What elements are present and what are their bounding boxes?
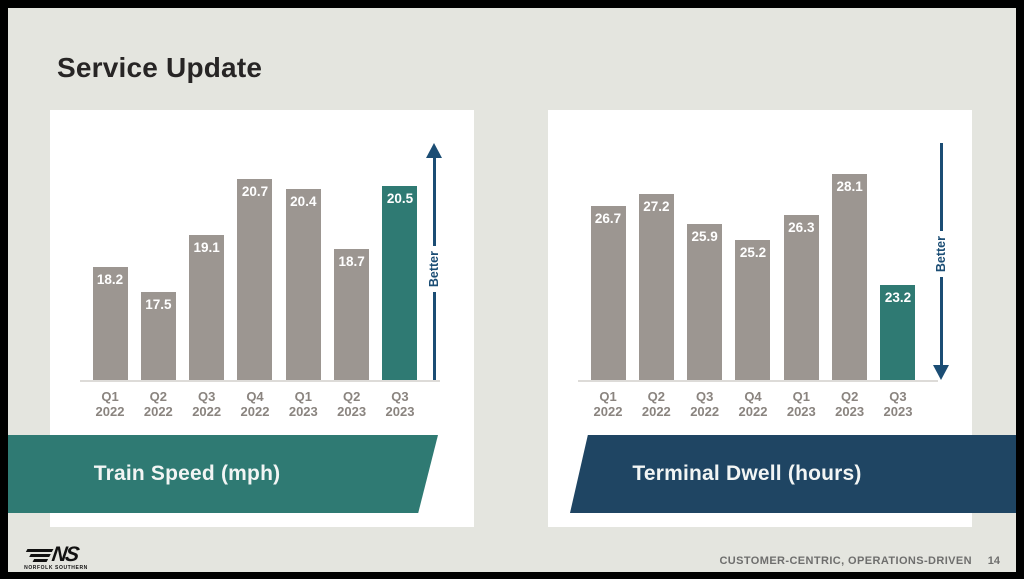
x-tick-label: Q1 2023	[288, 389, 318, 419]
bar-column: 18.7	[328, 140, 376, 380]
bar-column: 20.4	[279, 140, 327, 380]
bar-value-label: 20.5	[386, 191, 414, 206]
train-speed-banner: Train Speed (mph)	[8, 435, 438, 513]
bar: 20.7	[237, 179, 273, 380]
logo-monogram: NS	[50, 543, 79, 566]
bar-column: 26.3	[777, 140, 825, 380]
x-tick-label: Q1 2022	[593, 389, 623, 419]
x-tick-label: Q1 2022	[95, 389, 125, 419]
bar-value-label: 18.7	[338, 254, 365, 269]
train-speed-x-axis: Q1 2022 Q2 2022 Q3 2022 Q4 2022 Q1 2023 Q2 2023 Q3 20…	[86, 389, 424, 419]
bar-value-label: 25.9	[691, 229, 718, 244]
bar-value-label: 20.4	[290, 194, 317, 209]
bar-column: 25.2	[729, 140, 777, 380]
slide-canvas: Service Update 18.2 17.5 19.1 20.7 20.4 18.7 2…	[8, 8, 1016, 572]
bar-value-label: 19.1	[193, 240, 220, 255]
bar-column: 28.1	[826, 140, 874, 380]
bar-column: 19.1	[183, 140, 231, 380]
bar-value-label: 26.3	[788, 220, 815, 235]
bar-value-label: 23.2	[884, 290, 912, 305]
x-tick-label: Q4 2022	[240, 389, 270, 419]
x-tick-label: Q3 2022	[690, 389, 720, 419]
bar-value-label: 26.7	[594, 211, 622, 226]
bar: 28.1	[832, 174, 868, 380]
x-tick-label: Q3 2023	[385, 389, 415, 419]
x-tick-label: Q4 2022	[738, 389, 768, 419]
terminal-dwell-banner: Terminal Dwell (hours)	[570, 435, 1016, 513]
better-label: Better	[934, 235, 948, 273]
bar-column: 20.5	[376, 140, 424, 380]
bar: 20.4	[285, 189, 321, 380]
bar: 25.9	[687, 224, 723, 380]
footer-tagline: CUSTOMER-CENTRIC, OPERATIONS-DRIVEN	[719, 555, 972, 567]
better-arrow-up: Better	[425, 143, 443, 380]
terminal-dwell-axis-line	[578, 380, 938, 382]
bar: 20.5	[382, 186, 418, 380]
page-title: Service Update	[57, 52, 263, 83]
bar: 18.2	[92, 267, 128, 380]
bar-column: 27.2	[632, 140, 680, 380]
bar-column: 17.5	[134, 140, 182, 380]
x-tick-label: Q1 2023	[786, 389, 816, 419]
terminal-dwell-x-axis: Q1 2022 Q2 2022 Q3 2022 Q4 2022 Q1 2023 Q2 2023 Q3 20…	[584, 389, 922, 419]
bar-value-label: 17.5	[145, 297, 172, 312]
bar: 17.5	[140, 292, 176, 380]
bar: 23.2	[880, 285, 916, 380]
norfolk-southern-logo: NS NORFOLK SOUTHERN	[21, 543, 94, 571]
bar-value-label: 18.2	[96, 272, 124, 287]
bar: 27.2	[638, 194, 674, 380]
x-tick-label: Q3 2023	[883, 389, 913, 419]
arrow-down-icon	[933, 365, 949, 380]
bar-value-label: 25.2	[739, 245, 767, 260]
terminal-dwell-bars: 26.7 27.2 25.9 25.2 26.3 28.1 23.2	[584, 140, 922, 380]
page-number: 14	[987, 555, 1000, 567]
train-speed-axis-line	[80, 380, 440, 382]
x-tick-label: Q2 2023	[337, 389, 367, 419]
arrow-up-icon	[426, 143, 442, 158]
x-tick-label: Q2 2022	[641, 389, 671, 419]
bar: 26.3	[783, 215, 819, 380]
better-arrow-down: Better	[932, 143, 950, 380]
bar-column: 23.2	[874, 140, 922, 380]
x-tick-label: Q3 2022	[192, 389, 222, 419]
better-label: Better	[427, 250, 441, 288]
bar-column: 25.9	[681, 140, 729, 380]
logo-speed-lines-icon	[21, 548, 54, 562]
bar-column: 18.2	[86, 140, 134, 380]
logo-wordmark: NORFOLK SOUTHERN	[24, 565, 88, 571]
bar-column: 26.7	[584, 140, 632, 380]
x-tick-label: Q2 2023	[835, 389, 865, 419]
train-speed-bars: 18.2 17.5 19.1 20.7 20.4 18.7 20.5	[86, 140, 424, 380]
bar: 18.7	[334, 249, 370, 380]
bar: 26.7	[590, 206, 626, 380]
x-tick-label: Q2 2022	[143, 389, 173, 419]
bar: 25.2	[735, 240, 771, 380]
bar-value-label: 27.2	[643, 199, 670, 214]
bar: 19.1	[189, 235, 225, 380]
train-speed-banner-label: Train Speed (mph)	[93, 462, 281, 485]
bar-value-label: 20.7	[241, 184, 269, 199]
terminal-dwell-banner-label: Terminal Dwell (hours)	[632, 462, 862, 485]
bar-value-label: 28.1	[836, 179, 863, 194]
bar-column: 20.7	[231, 140, 279, 380]
